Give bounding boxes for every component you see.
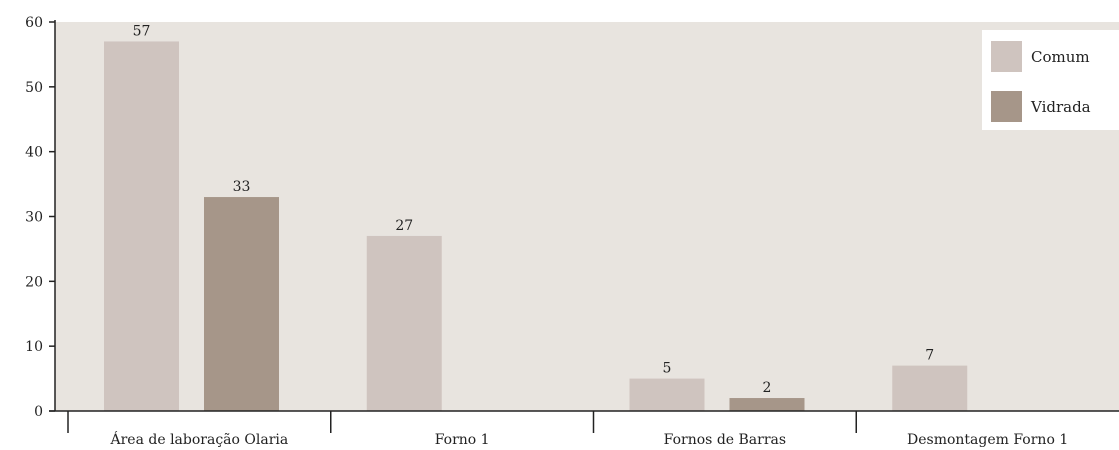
legend-label: Vidrada [1030,98,1091,116]
bar [629,378,705,411]
y-tick-label: 20 [25,274,43,290]
data-label: 27 [395,218,413,234]
bar [366,235,442,411]
legend-label: Comum [1031,48,1090,66]
y-tick-label: 30 [25,210,43,226]
legend-swatch [991,91,1022,122]
bar [104,41,179,411]
data-label: 33 [233,179,251,195]
x-tick-label: Forno 1 [435,432,490,448]
y-tick-label: 50 [25,80,43,96]
data-label: 5 [663,361,672,377]
legend-swatch [991,41,1022,72]
x-tick-label: Fornos de Barras [664,432,786,448]
x-tick-label: Desmontagem Forno 1 [907,432,1068,448]
y-tick-label: 10 [25,339,43,355]
bar [729,398,805,411]
bar [892,365,968,411]
legend: Comum Vidrada [982,30,1119,130]
data-label: 2 [763,380,772,396]
data-label: 57 [133,23,151,39]
y-tick-label: 40 [25,145,43,161]
data-label: 7 [925,348,934,364]
y-tick-label: 0 [34,404,43,420]
y-tick-label: 60 [25,15,43,31]
bar [204,197,279,411]
x-tick-label: Área de laboração Olaria [110,430,289,448]
